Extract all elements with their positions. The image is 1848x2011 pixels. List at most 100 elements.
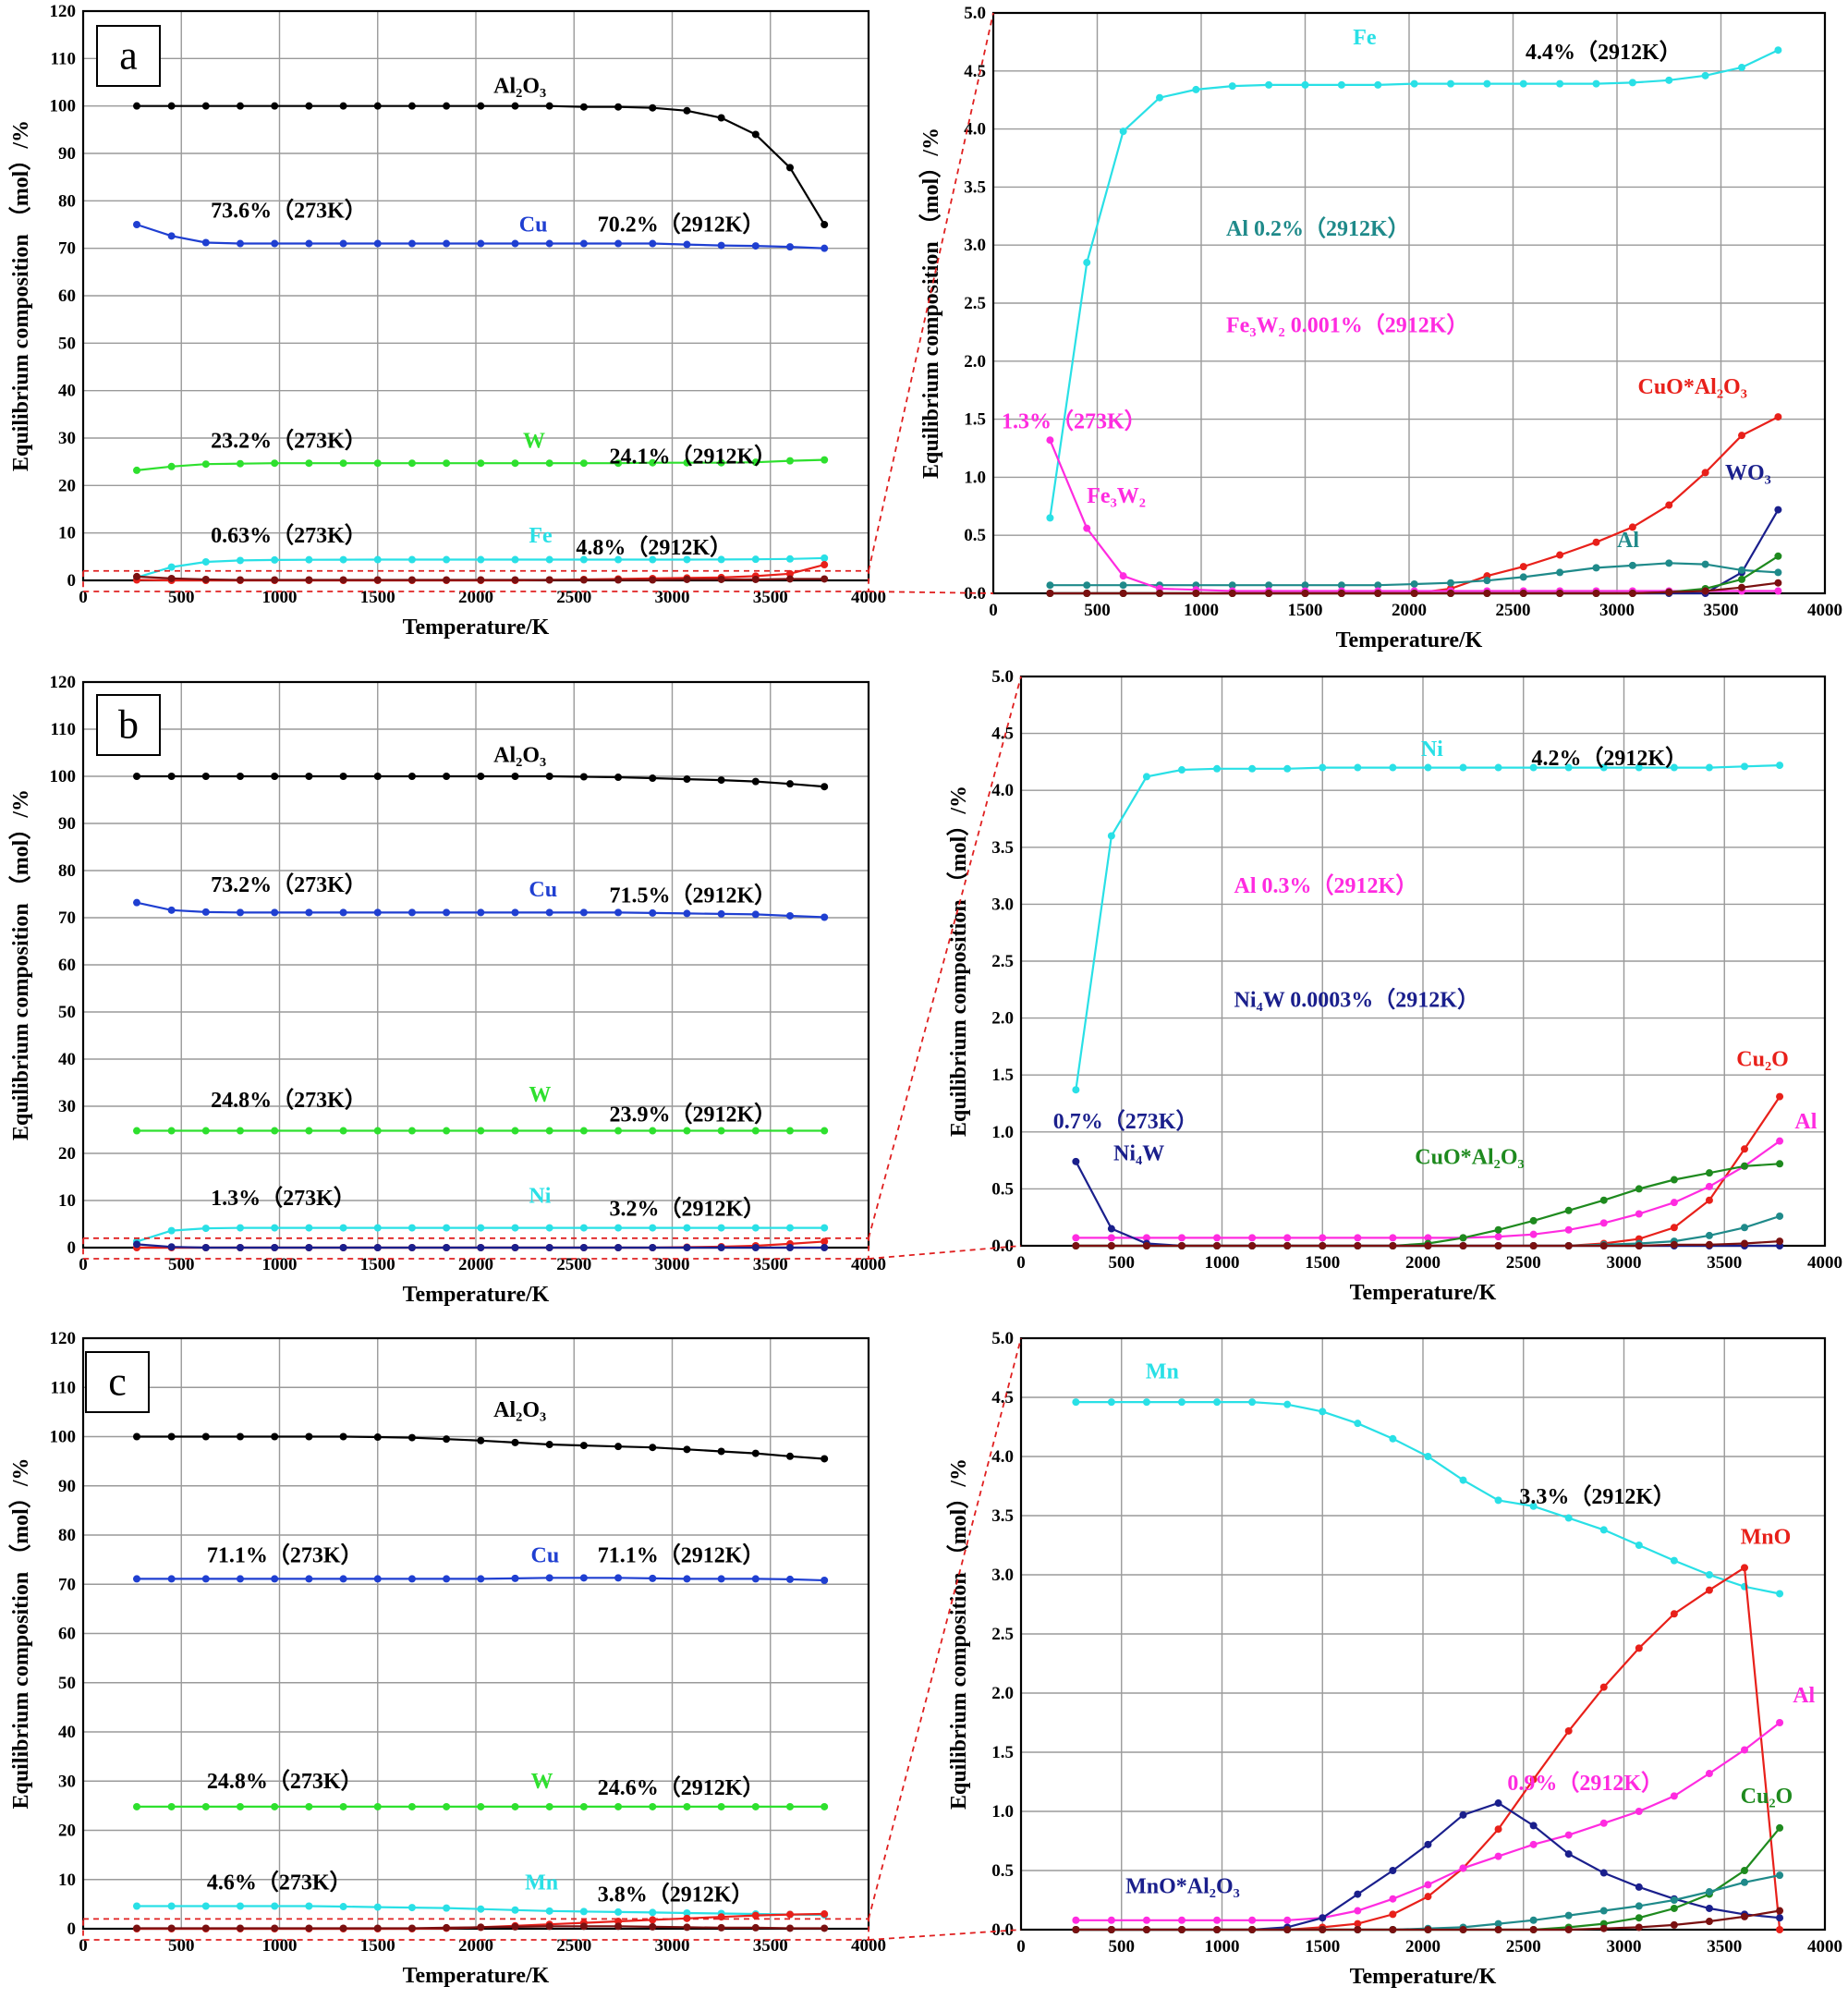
data-point [649, 1574, 657, 1582]
data-point [373, 239, 382, 248]
data-point [1599, 1242, 1608, 1249]
data-point [1599, 1526, 1608, 1534]
data-point [1424, 1242, 1432, 1249]
data-point [1776, 1212, 1784, 1220]
data-point [1389, 1867, 1397, 1874]
x-tick-label: 2000 [458, 1255, 493, 1274]
data-point [1319, 1242, 1327, 1249]
data-point [511, 576, 519, 584]
data-point [1670, 763, 1678, 772]
data-point [271, 1127, 279, 1135]
data-point [649, 908, 657, 917]
data-point [1283, 1400, 1292, 1408]
data-point [1705, 1770, 1713, 1778]
y-tick-label: 2.0 [964, 352, 986, 372]
data-point [1529, 1926, 1538, 1933]
data-point [167, 1924, 176, 1932]
data-point [1599, 1219, 1608, 1227]
data-point [1705, 763, 1713, 772]
data-point [237, 1924, 244, 1932]
y-tick-label: 20 [58, 1144, 76, 1164]
y-tick-label: 0.0 [991, 1237, 1014, 1256]
data-point [373, 576, 382, 584]
y-tick-label: 0 [67, 1238, 77, 1258]
data-point [1178, 1926, 1185, 1933]
data-point [133, 1802, 141, 1810]
data-point [511, 555, 519, 564]
data-point [1107, 1242, 1115, 1249]
data-point [477, 239, 485, 248]
x-tick-label: 1000 [1184, 601, 1219, 620]
data-point [407, 1575, 416, 1583]
data-point [305, 459, 313, 468]
series-mno-al-o- [1072, 1799, 1784, 1933]
y-tick-label: 20 [58, 476, 76, 495]
data-point [545, 1127, 553, 1135]
data-point [339, 1224, 347, 1232]
y-tick-label: 4.0 [991, 781, 1014, 800]
x-tick-label: 500 [168, 1255, 195, 1274]
data-point [133, 1575, 141, 1583]
x-tick-label: 2000 [458, 1936, 493, 1956]
data-point [339, 1244, 347, 1251]
data-point [1072, 1234, 1080, 1242]
data-point [683, 1445, 691, 1454]
data-point [373, 908, 382, 917]
data-point [167, 1432, 176, 1441]
series-unnamed-6 [1072, 1237, 1784, 1249]
data-point [1776, 1160, 1784, 1168]
data-point [1424, 1881, 1432, 1889]
data-point [1519, 79, 1527, 88]
data-point [1213, 764, 1222, 773]
data-point [1564, 1514, 1573, 1522]
data-point [751, 1224, 760, 1232]
series-annotation: Al [1793, 1684, 1815, 1708]
data-point [1337, 590, 1345, 597]
series-others [133, 1240, 829, 1251]
data-point [683, 1575, 691, 1583]
series-al-o- [133, 773, 829, 791]
data-point [407, 1904, 416, 1912]
x-tick-label: 4000 [851, 588, 886, 607]
series-mn [1072, 1398, 1784, 1598]
x-tick-label: 3500 [753, 1255, 788, 1274]
data-point [717, 1913, 725, 1921]
x-tick-label: 3500 [753, 1936, 788, 1956]
y-tick-label: 4.0 [964, 120, 986, 140]
x-tick-label: 500 [1109, 1253, 1136, 1273]
y-tick-label: 30 [58, 1772, 76, 1791]
data-point [1389, 1926, 1397, 1933]
data-point [1119, 128, 1127, 136]
data-point [1192, 590, 1200, 597]
data-point [1354, 1920, 1362, 1928]
data-point [579, 576, 588, 584]
y-tick-label: 10 [58, 1191, 76, 1211]
data-point [545, 1574, 553, 1582]
data-point [1354, 1242, 1362, 1249]
data-point [579, 1922, 588, 1931]
y-tick-label: 30 [58, 1097, 76, 1116]
series-annotation: 73.6%（273K） [211, 198, 367, 223]
data-point [1776, 1719, 1784, 1726]
x-tick-label: 2500 [1506, 1253, 1541, 1273]
data-point [1529, 1230, 1538, 1238]
data-point [271, 908, 279, 917]
y-tick-label: 110 [51, 1378, 76, 1397]
series-annotation: 23.9%（2912K） [610, 1102, 777, 1127]
panel-label: c [108, 1359, 127, 1405]
data-point [1248, 1234, 1257, 1242]
zoom-connector [868, 1929, 1022, 1941]
data-point [1705, 1231, 1713, 1239]
x-tick-label: 2500 [556, 588, 591, 607]
data-point [1592, 79, 1600, 88]
data-point [477, 576, 485, 584]
data-point [786, 1924, 794, 1932]
data-point [373, 102, 382, 110]
data-point [545, 1802, 553, 1810]
series-annotation: Al₂O₃ [493, 74, 546, 98]
y-tick-label: 80 [58, 1526, 76, 1545]
data-point [821, 1455, 829, 1463]
data-point [821, 1802, 829, 1810]
data-point [1670, 1792, 1678, 1800]
data-point [511, 459, 519, 468]
